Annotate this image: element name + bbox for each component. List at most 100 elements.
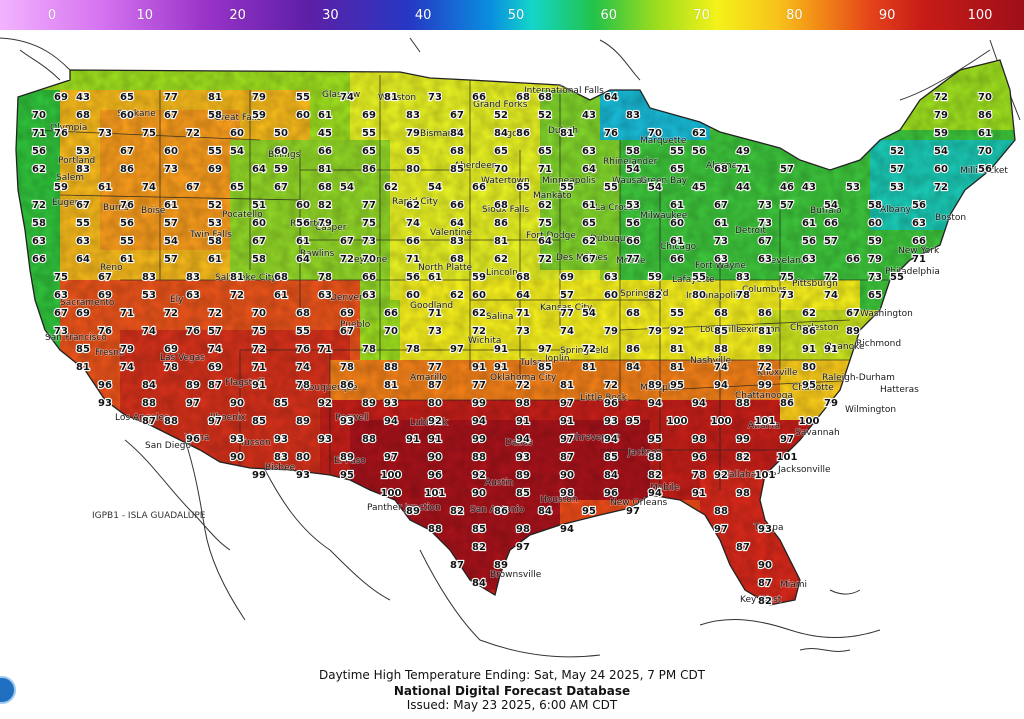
temperature-value: 94 — [648, 488, 662, 499]
temperature-value: 61 — [582, 200, 596, 211]
temperature-value: 69 — [98, 290, 112, 301]
temperature-value: 95 — [802, 380, 816, 391]
city-label-new-york: New York — [898, 246, 940, 256]
city-label-bisbee: Bisbee — [265, 463, 296, 473]
city-label-houston: Houston — [540, 495, 577, 505]
city-label-milwaukee: Milwaukee — [640, 211, 688, 221]
city-label-knoxville: Knoxville — [757, 368, 798, 378]
city-label-philadelphia: Philadelphia — [885, 267, 940, 277]
city-label-cheyenne: Cheyenne — [342, 255, 388, 265]
temperature-value: 67 — [98, 272, 112, 283]
temperature-value: 65 — [406, 146, 420, 157]
temperature-value: 75 — [780, 272, 794, 283]
legend-tick-60: 60 — [600, 8, 618, 23]
temperature-value: 63 — [362, 290, 376, 301]
temperature-value: 72 — [208, 308, 222, 319]
city-label-key-west: Key West — [740, 595, 782, 605]
temperature-value: 94 — [384, 416, 398, 427]
temperature-value: 62 — [450, 290, 464, 301]
temperature-value: 89 — [406, 506, 420, 517]
temperature-value: 81 — [208, 92, 222, 103]
temperature-value: 53 — [208, 218, 222, 229]
city-label-rhinelander: Rhinelander — [603, 157, 658, 167]
temperature-value: 75 — [252, 326, 266, 337]
city-label-atlanta: Atlanta — [748, 421, 780, 431]
city-label-amarillo: Amarillo — [410, 373, 448, 383]
temperature-value: 81 — [318, 164, 332, 175]
temperature-value: 54 — [648, 182, 662, 193]
temperature-value: 93 — [274, 434, 288, 445]
temperature-value: 86 — [626, 344, 640, 355]
temperature-value: 83 — [626, 110, 640, 121]
city-label-little-rock: Little Rock — [580, 393, 628, 403]
us-coastline — [15, 59, 1016, 606]
temperature-value: 56 — [626, 218, 640, 229]
temperature-value: 68 — [296, 308, 310, 319]
legend-tick-40: 40 — [414, 8, 432, 23]
city-label-savannah: Savannah — [795, 428, 840, 438]
temperature-value: 93 — [604, 416, 618, 427]
temperature-value: 87 — [208, 380, 222, 391]
temperature-value: 53 — [76, 146, 90, 157]
temperature-value: 94 — [692, 398, 706, 409]
temperature-value: 84 — [142, 380, 156, 391]
temperature-value: 93 — [384, 398, 398, 409]
temperature-value: 75 — [54, 272, 68, 283]
temperature-value: 63 — [604, 272, 618, 283]
city-label-denver: Denver — [330, 293, 363, 303]
temperature-value: 53 — [846, 182, 860, 193]
temperature-value: 97 — [516, 542, 530, 553]
temperature-value: 64 — [582, 164, 596, 175]
temperature-value: 73 — [758, 218, 772, 229]
temperature-value: 82 — [648, 470, 662, 481]
temperature-value: 56 — [692, 146, 706, 157]
temperature-value: 67 — [164, 110, 178, 121]
temperature-value: 57 — [560, 290, 574, 301]
temperature-value: 65 — [120, 92, 134, 103]
city-label-hatteras: Hatteras — [880, 385, 919, 395]
city-label-burns: Burns — [103, 203, 129, 213]
temperature-value: 64 — [604, 92, 618, 103]
temperature-value: 93 — [98, 398, 112, 409]
temperature-value: 97 — [450, 344, 464, 355]
city-label-jackson: Jackson — [627, 448, 662, 458]
temperature-value: 69 — [208, 164, 222, 175]
city-labels: Glasgow Williston Grand Forks International… — [44, 85, 1009, 605]
temperature-value: 45 — [318, 128, 332, 139]
temperature-value: 67 — [758, 236, 772, 247]
temperature-value: 95 — [670, 380, 684, 391]
temperature-value: 95 — [648, 434, 662, 445]
temperature-value: 62 — [802, 308, 816, 319]
temperature-value: 44 — [736, 182, 750, 193]
temperature-value: 69 — [208, 362, 222, 373]
temperature-value: 63 — [758, 254, 772, 265]
temperature-value: 71 — [406, 254, 420, 265]
temperature-value: 84 — [494, 128, 508, 139]
temperature-value: 63 — [76, 236, 90, 247]
temperature-value: 60 — [868, 218, 882, 229]
temperature-value: 80 — [296, 452, 310, 463]
temperature-value: 78 — [318, 272, 332, 283]
city-label-dubuque: Dubuque — [590, 234, 631, 244]
temperature-value: 75 — [142, 128, 156, 139]
temperature-value: 95 — [340, 470, 354, 481]
temperature-value: 78 — [692, 470, 706, 481]
temperature-value: 59 — [868, 236, 882, 247]
city-label-albany: Albany — [880, 205, 912, 215]
temperature-value: 80 — [406, 164, 420, 175]
temperature-value: 60 — [252, 218, 266, 229]
temperature-value: 45 — [692, 182, 706, 193]
temperature-value: 56 — [406, 272, 420, 283]
temperature-value: 86 — [362, 164, 376, 175]
city-label-duluth: Duluth — [548, 126, 578, 136]
temperature-value: 76 — [604, 128, 618, 139]
temperature-value: 51 — [252, 200, 266, 211]
temperature-value: 97 — [714, 524, 728, 535]
city-label-pueblo: Pueblo — [340, 320, 371, 330]
temperature-value: 64 — [296, 254, 310, 265]
temperature-value: 80 — [692, 290, 706, 301]
temperature-value: 96 — [604, 488, 618, 499]
temperature-value: 61 — [274, 290, 288, 301]
temperature-value: 65 — [516, 182, 530, 193]
temperature-value: 86 — [802, 326, 816, 337]
